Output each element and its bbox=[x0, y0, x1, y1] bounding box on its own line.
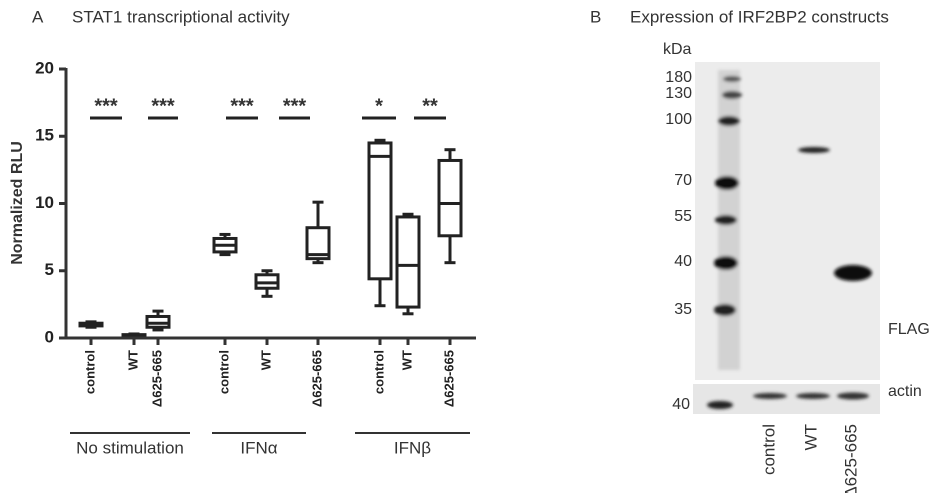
sig-label: * bbox=[375, 95, 383, 117]
x-tick-label: Δ625-665 bbox=[309, 350, 324, 407]
lane-label: Δ625-665 bbox=[841, 424, 860, 493]
bands bbox=[707, 70, 872, 409]
y-tick-label: 15 bbox=[35, 126, 54, 145]
sig-label: ** bbox=[422, 95, 438, 117]
group-label: No stimulation bbox=[76, 438, 184, 457]
marker-label: 40 bbox=[674, 253, 692, 270]
lane-label: WT bbox=[801, 424, 820, 450]
box bbox=[437, 158, 463, 238]
y-axis-label: Normalized RLU bbox=[9, 141, 26, 265]
sig-label: *** bbox=[283, 95, 307, 117]
marker-label: 130 bbox=[665, 85, 692, 102]
blot-label: FLAG bbox=[888, 321, 930, 338]
group-label: IFNβ bbox=[394, 438, 431, 457]
chart-title: STAT1 transcriptional activity bbox=[72, 7, 290, 26]
marker-label: 180 bbox=[665, 69, 692, 86]
x-tick-label: Δ625-665 bbox=[149, 350, 164, 407]
x-tick-label: WT bbox=[399, 350, 414, 370]
y-tick-label: 10 bbox=[35, 193, 54, 212]
group-label: IFNα bbox=[240, 438, 277, 457]
marker-label: 40 bbox=[672, 396, 690, 413]
marker-label: 35 bbox=[674, 301, 692, 318]
box bbox=[367, 141, 393, 281]
x-tick-label: WT bbox=[125, 350, 140, 370]
box bbox=[395, 215, 421, 309]
panel-label: B bbox=[590, 7, 601, 26]
marker-label: 100 bbox=[665, 111, 692, 128]
lane-label: control bbox=[759, 424, 778, 475]
x-tick-label: control bbox=[82, 350, 97, 394]
x-tick-label: control bbox=[371, 350, 386, 394]
marker-label: 55 bbox=[674, 208, 692, 225]
marker-label: 70 bbox=[674, 172, 692, 189]
y-tick-label: 20 bbox=[35, 58, 54, 77]
y-tick-label: 5 bbox=[45, 260, 54, 279]
sig-label: *** bbox=[94, 95, 118, 117]
panel-label: A bbox=[32, 7, 44, 26]
sig-label: *** bbox=[230, 95, 254, 117]
unit-label: kDa bbox=[663, 41, 692, 58]
y-tick-label: 0 bbox=[45, 327, 54, 346]
blot-title: Expression of IRF2BP2 constructs bbox=[630, 7, 889, 26]
x-tick-label: WT bbox=[258, 350, 273, 370]
x-tick-label: Δ625-665 bbox=[441, 350, 456, 407]
blot-label: actin bbox=[888, 383, 922, 400]
x-tick-label: control bbox=[216, 350, 231, 394]
sig-label: *** bbox=[151, 95, 175, 117]
box bbox=[305, 226, 331, 261]
